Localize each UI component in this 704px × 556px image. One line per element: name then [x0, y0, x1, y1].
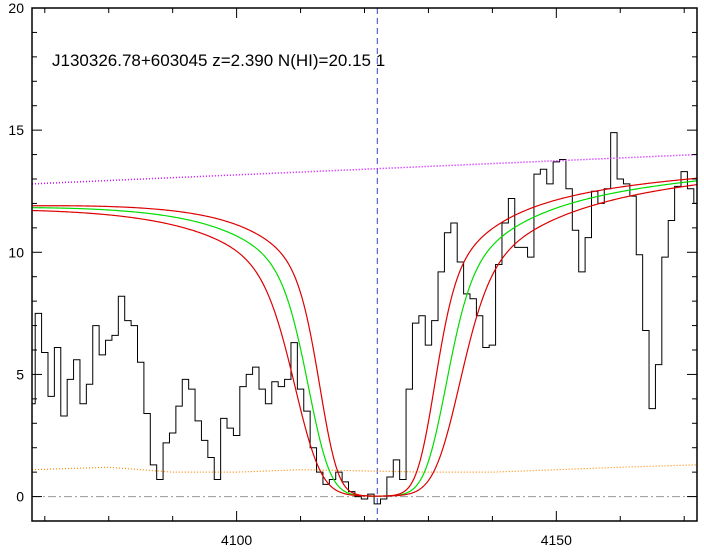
continuum-line: [31, 153, 698, 185]
y-tick-label: 15: [8, 122, 24, 138]
error-line: [31, 464, 698, 473]
x-tick-label: 4150: [541, 532, 572, 548]
voigt-fit-upper-curve: [31, 184, 698, 497]
voigt-fit-curve: [31, 180, 698, 497]
plot-frame: [31, 7, 698, 522]
y-tick-label: 5: [16, 366, 24, 382]
y-tick-label: 0: [16, 489, 24, 505]
y-tick-label: 10: [8, 244, 24, 260]
y-tick-label: 20: [8, 0, 24, 16]
voigt-fit-lower-curve: [31, 177, 698, 497]
spectrum-histogram: [32, 132, 697, 505]
x-tick-label: 4100: [221, 532, 252, 548]
chart-title: J130326.78+603045 z=2.390 N(HI)=20.15 1: [52, 51, 385, 70]
